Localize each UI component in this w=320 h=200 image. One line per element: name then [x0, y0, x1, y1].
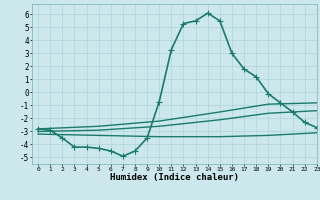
X-axis label: Humidex (Indice chaleur): Humidex (Indice chaleur)	[110, 173, 239, 182]
